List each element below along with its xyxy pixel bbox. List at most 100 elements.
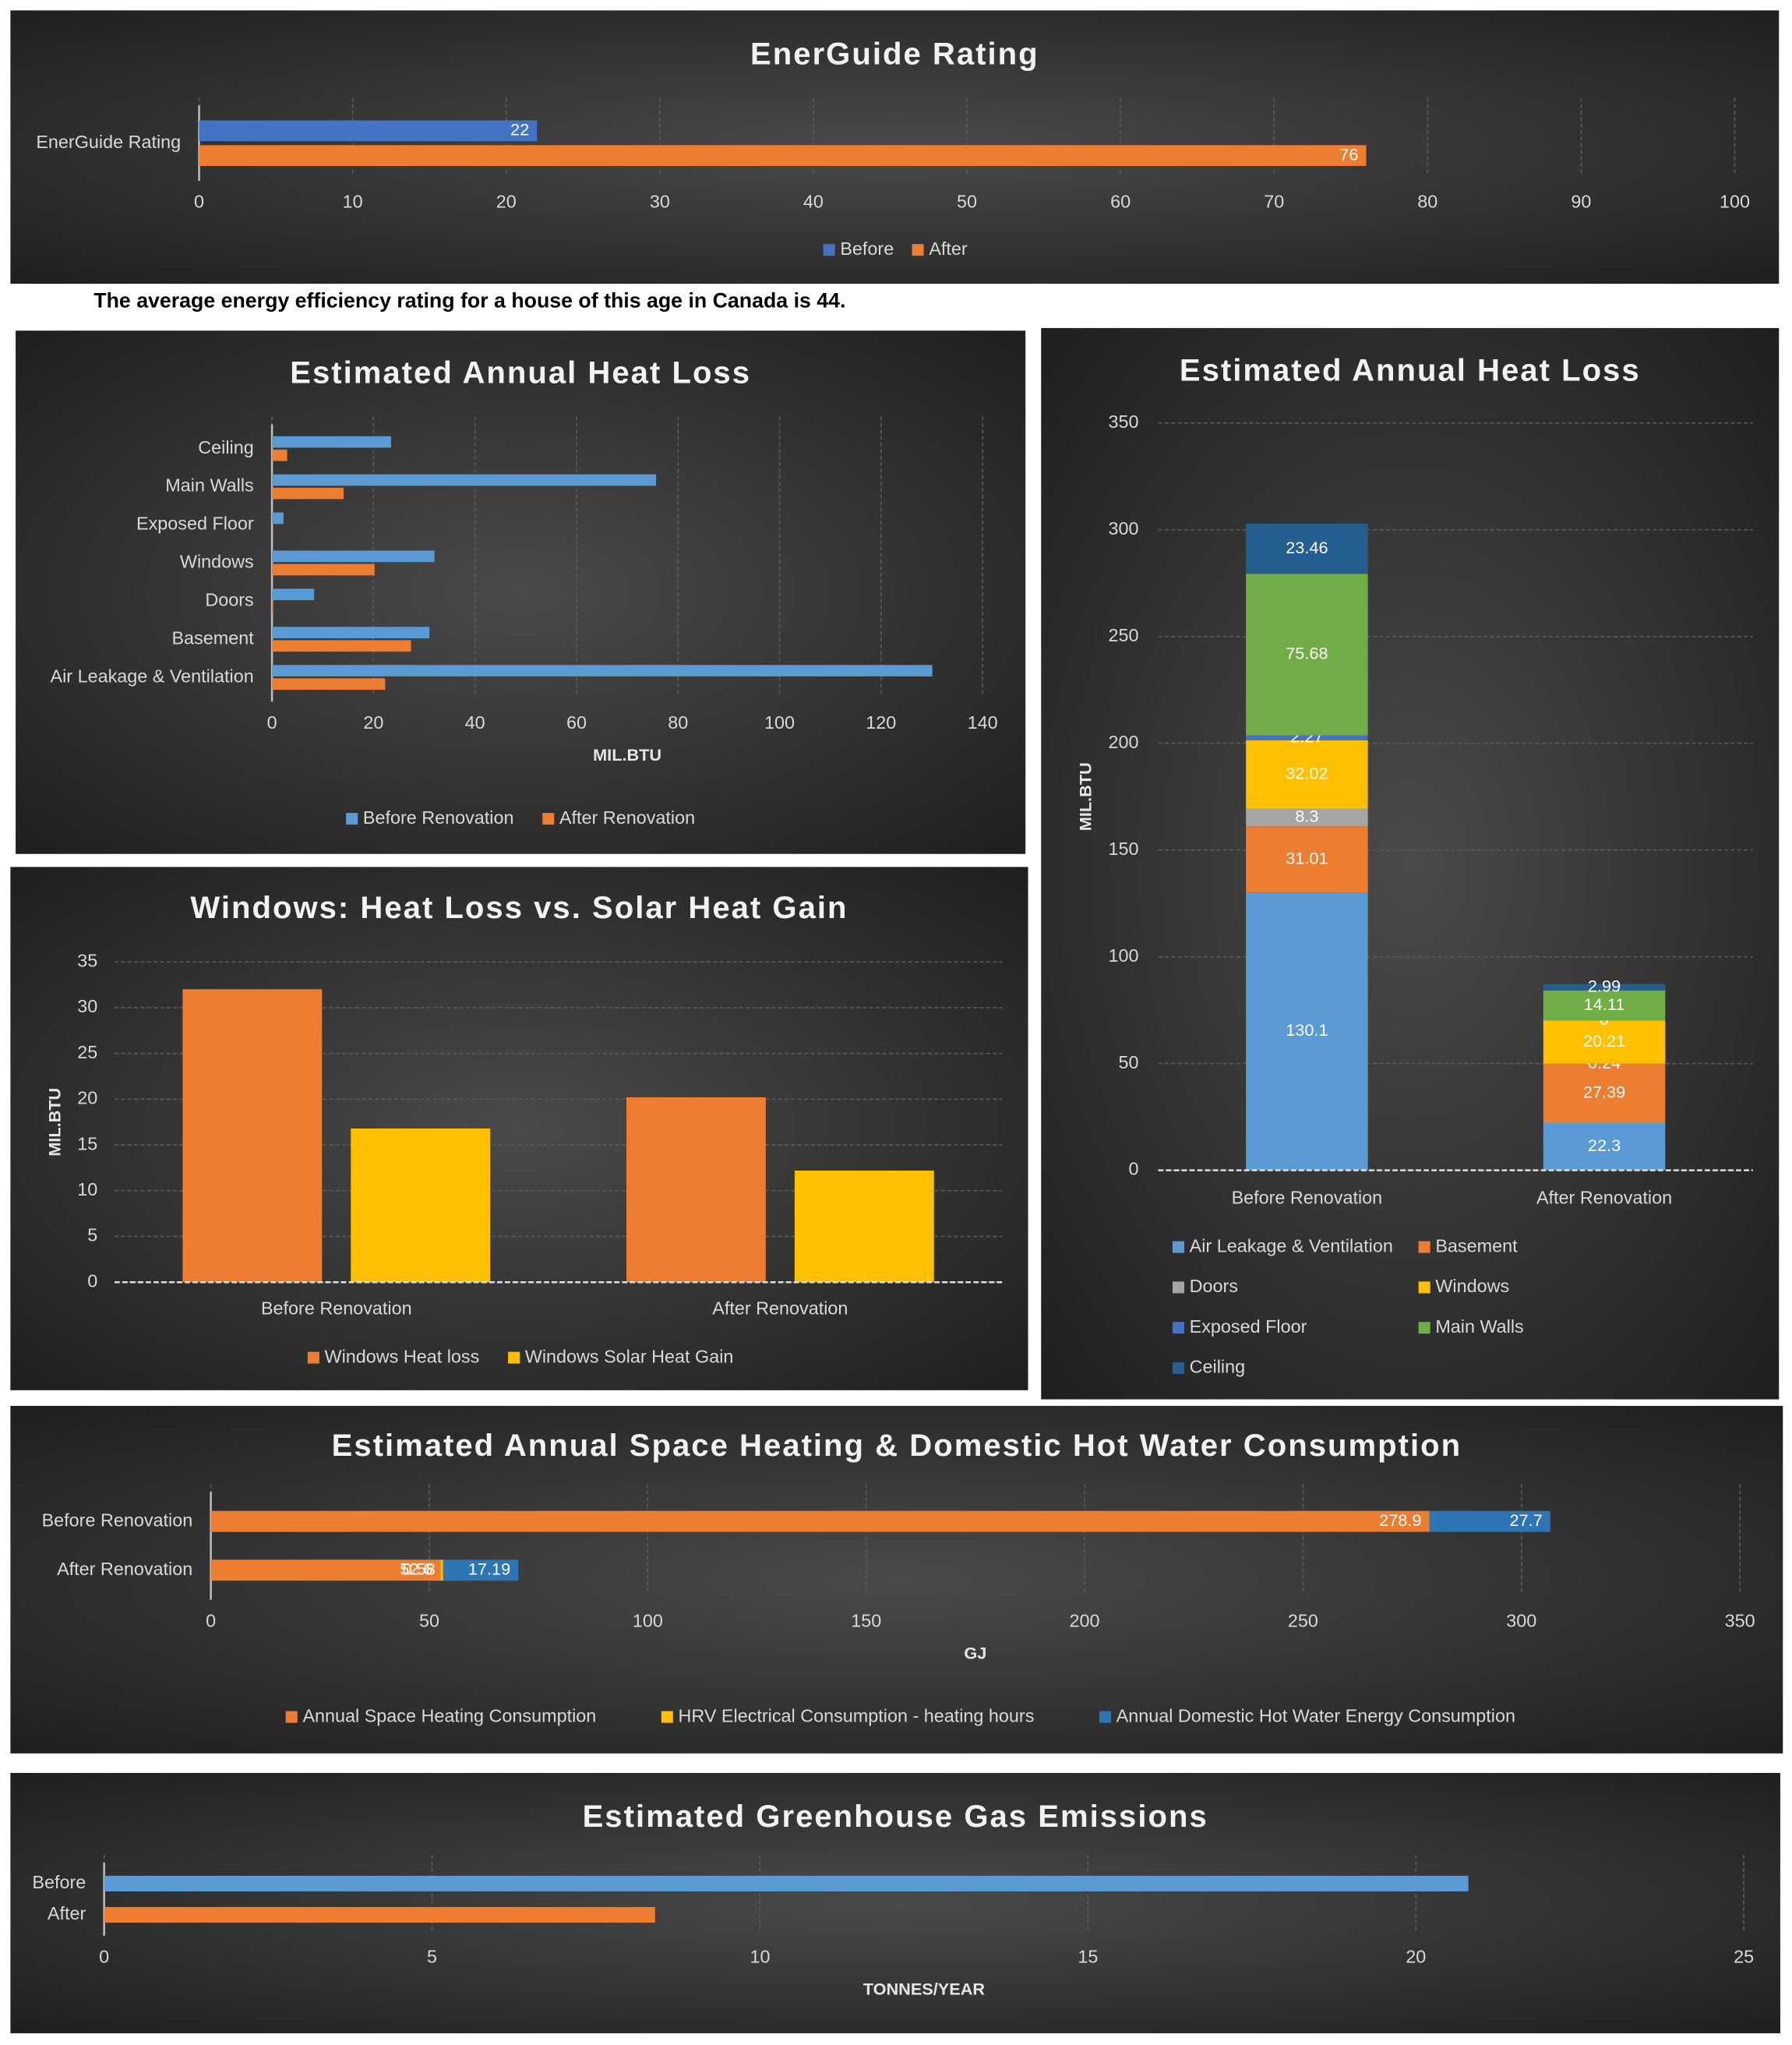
bar	[272, 550, 435, 563]
data-label: 17.19	[468, 1559, 510, 1579]
x-tick-label: 20	[1406, 1946, 1426, 1966]
data-label: 23.46	[1286, 538, 1328, 557]
bar	[1543, 1064, 1666, 1123]
legend-swatch	[285, 1711, 298, 1723]
data-label: 76	[1339, 144, 1358, 164]
legend-swatch	[823, 244, 835, 256]
x-tick-label: 40	[465, 712, 485, 733]
bar	[272, 563, 375, 576]
chart-title: Estimated Annual Heat Loss	[290, 356, 751, 390]
category-label: Air Leakage & Ventilation	[51, 666, 254, 686]
data-label: 75.68	[1286, 644, 1328, 663]
x-tick-label: 300	[1506, 1610, 1536, 1630]
x-tick-label: 80	[668, 712, 688, 733]
data-label: 32.02	[1286, 763, 1328, 782]
legend-swatch	[661, 1711, 673, 1723]
category-label: After Renovation	[712, 1298, 848, 1318]
data-label: 130.1	[1286, 1020, 1328, 1040]
y-tick-label: 100	[1108, 945, 1138, 966]
category-label: Windows	[180, 552, 254, 572]
data-label: 0.58	[403, 1559, 436, 1579]
category-label: After Renovation	[57, 1559, 192, 1579]
bar	[1543, 1122, 1666, 1171]
chart-title: Estimated Greenhouse Gas Emissions	[583, 1800, 1208, 1834]
category-label: Basement	[171, 627, 254, 648]
y-tick-label: 0	[87, 1270, 97, 1291]
bar	[1246, 524, 1368, 574]
data-label: 27.39	[1583, 1083, 1625, 1102]
legend-swatch	[912, 244, 924, 256]
x-tick-label: 30	[650, 192, 670, 212]
category-label: Before Renovation	[1232, 1187, 1383, 1207]
data-label: 22	[510, 120, 529, 140]
x-tick-label: 60	[566, 712, 587, 733]
x-axis-label: GJ	[964, 1644, 986, 1663]
bar	[1246, 735, 1368, 740]
bar	[1246, 740, 1368, 809]
y-axis-label: MIL.BTU	[1075, 762, 1095, 831]
legend-label: Before	[840, 238, 894, 259]
legend-label: Ceiling	[1190, 1357, 1245, 1377]
category-label: Ceiling	[198, 437, 253, 457]
legend-swatch	[307, 1351, 319, 1364]
y-tick-label: 350	[1108, 411, 1138, 432]
bar	[272, 436, 391, 448]
bar	[1543, 1020, 1666, 1064]
panel	[10, 1772, 1780, 2033]
y-tick-label: 20	[77, 1088, 97, 1108]
bar	[272, 474, 657, 486]
bar	[272, 678, 386, 690]
bar	[1543, 984, 1666, 991]
legend-label: Windows Heat loss	[325, 1346, 480, 1366]
category-label: Before Renovation	[42, 1510, 193, 1530]
bar	[272, 512, 284, 524]
x-tick-label: 40	[803, 192, 824, 212]
legend-swatch	[1418, 1322, 1430, 1334]
legend-label: After	[929, 238, 968, 259]
y-tick-label: 250	[1108, 625, 1138, 645]
legend-label: Windows	[1435, 1276, 1509, 1296]
y-tick-label: 200	[1108, 732, 1138, 752]
category-label: Doors	[205, 589, 253, 609]
legend-swatch	[1172, 1322, 1184, 1334]
legend-swatch	[1418, 1281, 1430, 1294]
data-label: 20.21	[1583, 1031, 1625, 1051]
data-label: 8.3	[1295, 807, 1318, 826]
x-tick-label: 350	[1725, 1610, 1755, 1630]
data-label: 14.11	[1584, 994, 1625, 1014]
bar	[272, 665, 933, 676]
panel	[10, 867, 1028, 1390]
category-label: After	[48, 1903, 86, 1923]
data-label: 2.99	[1588, 976, 1621, 995]
legend-label: Before Renovation	[363, 807, 514, 828]
x-tick-label: 0	[99, 1946, 109, 1966]
legend-swatch	[1099, 1711, 1111, 1723]
x-tick-label: 200	[1070, 1610, 1100, 1630]
bar	[272, 487, 344, 500]
x-tick-label: 15	[1078, 1946, 1098, 1966]
legend-label: Air Leakage & Ventilation	[1190, 1235, 1393, 1256]
category-label: Before	[32, 1872, 86, 1892]
legend-swatch	[508, 1351, 520, 1364]
panel	[1041, 327, 1780, 1400]
bar	[1246, 574, 1368, 736]
x-tick-label: 120	[866, 712, 896, 733]
legend-swatch	[1172, 1281, 1184, 1294]
bar	[104, 1906, 655, 1923]
bar	[1429, 1510, 1550, 1532]
bar	[794, 1170, 934, 1283]
y-tick-label: 50	[1118, 1052, 1138, 1072]
data-label: 27.7	[1510, 1510, 1543, 1530]
legend-label: Doors	[1190, 1276, 1238, 1296]
x-tick-label: 50	[419, 1610, 439, 1630]
bar	[1246, 826, 1368, 893]
data-label: 22.3	[1588, 1136, 1621, 1155]
x-axis-label: MIL.BTU	[593, 745, 661, 765]
bar	[272, 449, 287, 461]
bar	[272, 588, 315, 601]
legend-swatch	[1172, 1241, 1184, 1253]
category-label: Main Walls	[165, 475, 253, 496]
x-tick-label: 5	[427, 1946, 437, 1966]
chart-title: EnerGuide Rating	[750, 37, 1039, 71]
y-tick-label: 25	[77, 1042, 97, 1062]
